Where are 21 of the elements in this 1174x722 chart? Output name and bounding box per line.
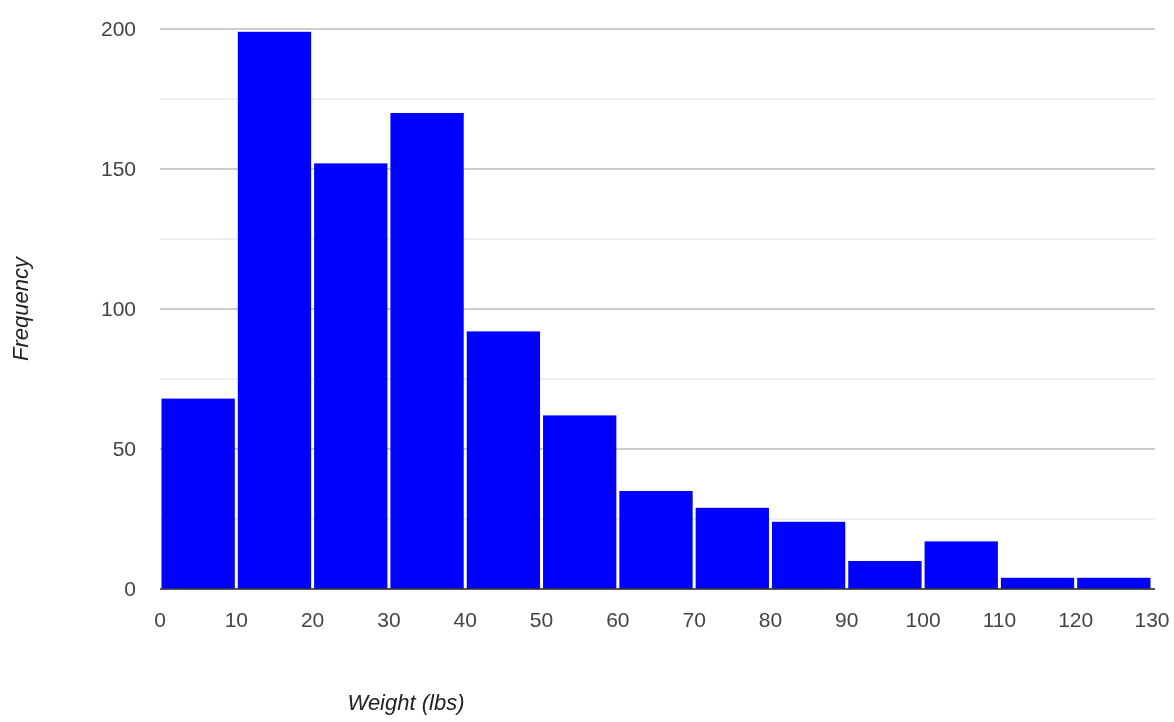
x-tick-label: 30 — [377, 608, 401, 631]
y-tick-label: 50 — [112, 437, 136, 461]
y-tick-label: 200 — [100, 17, 136, 41]
y-tick-label: 150 — [100, 157, 136, 181]
x-tick-label: 70 — [682, 608, 706, 631]
x-tick-label: 100 — [905, 608, 941, 631]
x-tick-label: 90 — [835, 608, 859, 631]
x-tick-label: 50 — [529, 608, 554, 631]
x-axis-title: Weight (lbs) — [347, 690, 465, 715]
x-tick-label: 10 — [224, 608, 248, 631]
y-tick-label: 0 — [124, 577, 136, 601]
x-tick-label: 80 — [758, 608, 783, 631]
y-tick-label: 100 — [100, 297, 136, 321]
x-tick-label: 120 — [1058, 608, 1094, 631]
y-axis-title: Frequency — [8, 255, 33, 361]
x-tick-label: 130 — [1134, 608, 1170, 631]
x-tick-label: 40 — [453, 608, 477, 631]
x-tick-label: 110 — [982, 608, 1017, 631]
x-tick-label: 60 — [606, 608, 630, 631]
x-tick-label: 20 — [300, 608, 325, 631]
x-tick-label: 0 — [154, 608, 166, 631]
